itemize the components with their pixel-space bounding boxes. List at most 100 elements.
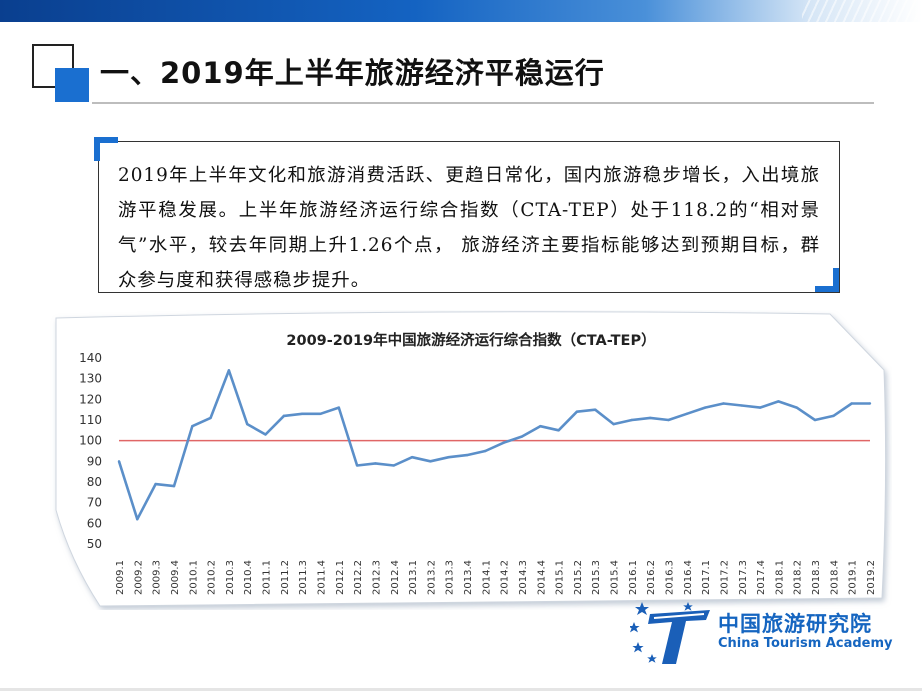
data-point (667, 418, 670, 422)
x-tick-label: 2018.2 (793, 560, 804, 595)
x-tick-label: 2017.2 (719, 560, 730, 595)
data-point (484, 449, 487, 453)
data-point (337, 406, 341, 409)
x-tick-label: 2014.2 (500, 560, 511, 595)
chart-panel (55, 311, 887, 607)
data-point (300, 412, 304, 415)
data-point (612, 422, 615, 426)
chart-title: 2009-2019年中国旅游经济运行综合指数（CTA-TEP） (286, 331, 655, 349)
x-tick-label: 2015.1 (555, 560, 566, 595)
data-point (868, 402, 872, 405)
star-icon (635, 602, 649, 615)
star-icon (632, 642, 644, 653)
x-tick-label: 2010.3 (225, 560, 236, 595)
x-tick-label: 2017.3 (738, 560, 749, 595)
y-tick-label: 60 (87, 516, 102, 530)
title-divider (92, 102, 874, 104)
y-tick-label: 130 (79, 372, 102, 386)
x-tick-label: 2011.2 (280, 560, 291, 595)
data-point (392, 464, 395, 467)
data-point (374, 462, 377, 465)
y-tick-label: 70 (87, 496, 102, 510)
logo-emblem (630, 602, 710, 664)
x-tick-label: 2016.3 (665, 560, 676, 595)
x-tick-label: 2013.3 (445, 560, 456, 595)
data-point (429, 460, 432, 463)
data-point (209, 416, 212, 420)
title-decor-blue-square (55, 68, 89, 102)
top-banner (0, 0, 922, 22)
star-icon (630, 622, 640, 633)
x-tick-label: 2009.1 (115, 560, 126, 595)
data-point (410, 456, 414, 459)
y-tick-label: 120 (79, 392, 102, 406)
series-line (117, 369, 870, 521)
data-point (630, 418, 634, 422)
data-point (813, 418, 817, 422)
data-point (850, 402, 853, 405)
x-tick-label: 2012.2 (353, 560, 364, 595)
x-tick-label: 2009.2 (133, 560, 144, 595)
summary-box (98, 141, 840, 293)
x-tick-label: 2019.2 (866, 560, 877, 595)
x-tick-label: 2018.3 (811, 560, 822, 595)
x-tick-label: 2016.4 (683, 560, 694, 595)
data-point (447, 456, 450, 459)
summary-paragraph: 2019年上半年文化和旅游消费活跃、更趋日常化，国内旅游稳步增长，入出境旅游平稳… (118, 165, 820, 291)
x-tick-label: 2009.3 (152, 560, 163, 595)
data-point (502, 441, 505, 444)
x-axis: 2009.1 2009.2 2009.3 2009.4 2010.1 2010.2 2010… (115, 560, 877, 595)
x-tick-label: 2010.1 (188, 560, 199, 595)
summary-box-corner-bottom-right (815, 268, 839, 292)
data-point (191, 425, 194, 428)
x-tick-label: 2014.3 (518, 560, 529, 595)
data-point (172, 484, 176, 488)
data-point (282, 414, 286, 418)
data-point (465, 453, 469, 457)
data-point (758, 406, 762, 409)
data-point (648, 416, 652, 420)
data-point (703, 406, 707, 409)
x-tick-label: 2010.4 (243, 560, 254, 595)
data-point (832, 414, 835, 418)
x-tick-label: 2011.4 (316, 560, 327, 595)
x-tick-label: 2017.4 (756, 560, 767, 595)
star-icon (647, 654, 657, 663)
x-tick-label: 2017.1 (701, 560, 712, 595)
data-point (355, 464, 359, 467)
x-tick-label: 2011.1 (262, 560, 273, 595)
data-point (557, 429, 560, 432)
x-tick-label: 2012.4 (390, 560, 401, 595)
data-point (246, 422, 249, 426)
chart: 2009-2019年中国旅游经济运行综合指数（CTA-TEP） 50 60 70 80… (55, 311, 887, 607)
x-tick-label: 2015.2 (573, 560, 584, 595)
star-icon (683, 602, 693, 611)
y-tick-label: 140 (79, 351, 102, 365)
logo-chinese-name: 中国旅游研究院 (718, 612, 872, 636)
y-tick-label: 110 (79, 413, 102, 427)
series-cta-tep (117, 369, 872, 521)
bottom-divider (0, 688, 922, 691)
x-tick-label: 2009.4 (170, 560, 181, 595)
x-tick-label: 2014.4 (536, 560, 547, 595)
x-tick-label: 2013.2 (426, 560, 437, 595)
logo-english-name: China Tourism Academy (718, 636, 893, 651)
x-tick-label: 2018.4 (829, 560, 840, 595)
data-point (777, 400, 780, 403)
data-point (575, 410, 579, 413)
x-tick-label: 2013.1 (408, 560, 419, 595)
y-tick-label: 50 (87, 537, 102, 551)
data-point (722, 402, 725, 405)
banner-stripes (802, 0, 922, 22)
y-tick-label: 100 (79, 434, 102, 448)
data-point (594, 408, 597, 411)
data-point (117, 460, 121, 463)
data-point (319, 412, 322, 415)
title-decor-outline-square (32, 44, 74, 88)
tourism-t-emblem (648, 610, 710, 664)
x-tick-label: 2013.4 (463, 560, 474, 595)
y-axis: 50 60 70 80 90 100 110 120 130 140 (79, 351, 102, 551)
x-tick-label: 2016.1 (628, 560, 639, 595)
data-point (227, 369, 231, 372)
x-tick-label: 2012.3 (371, 560, 382, 595)
